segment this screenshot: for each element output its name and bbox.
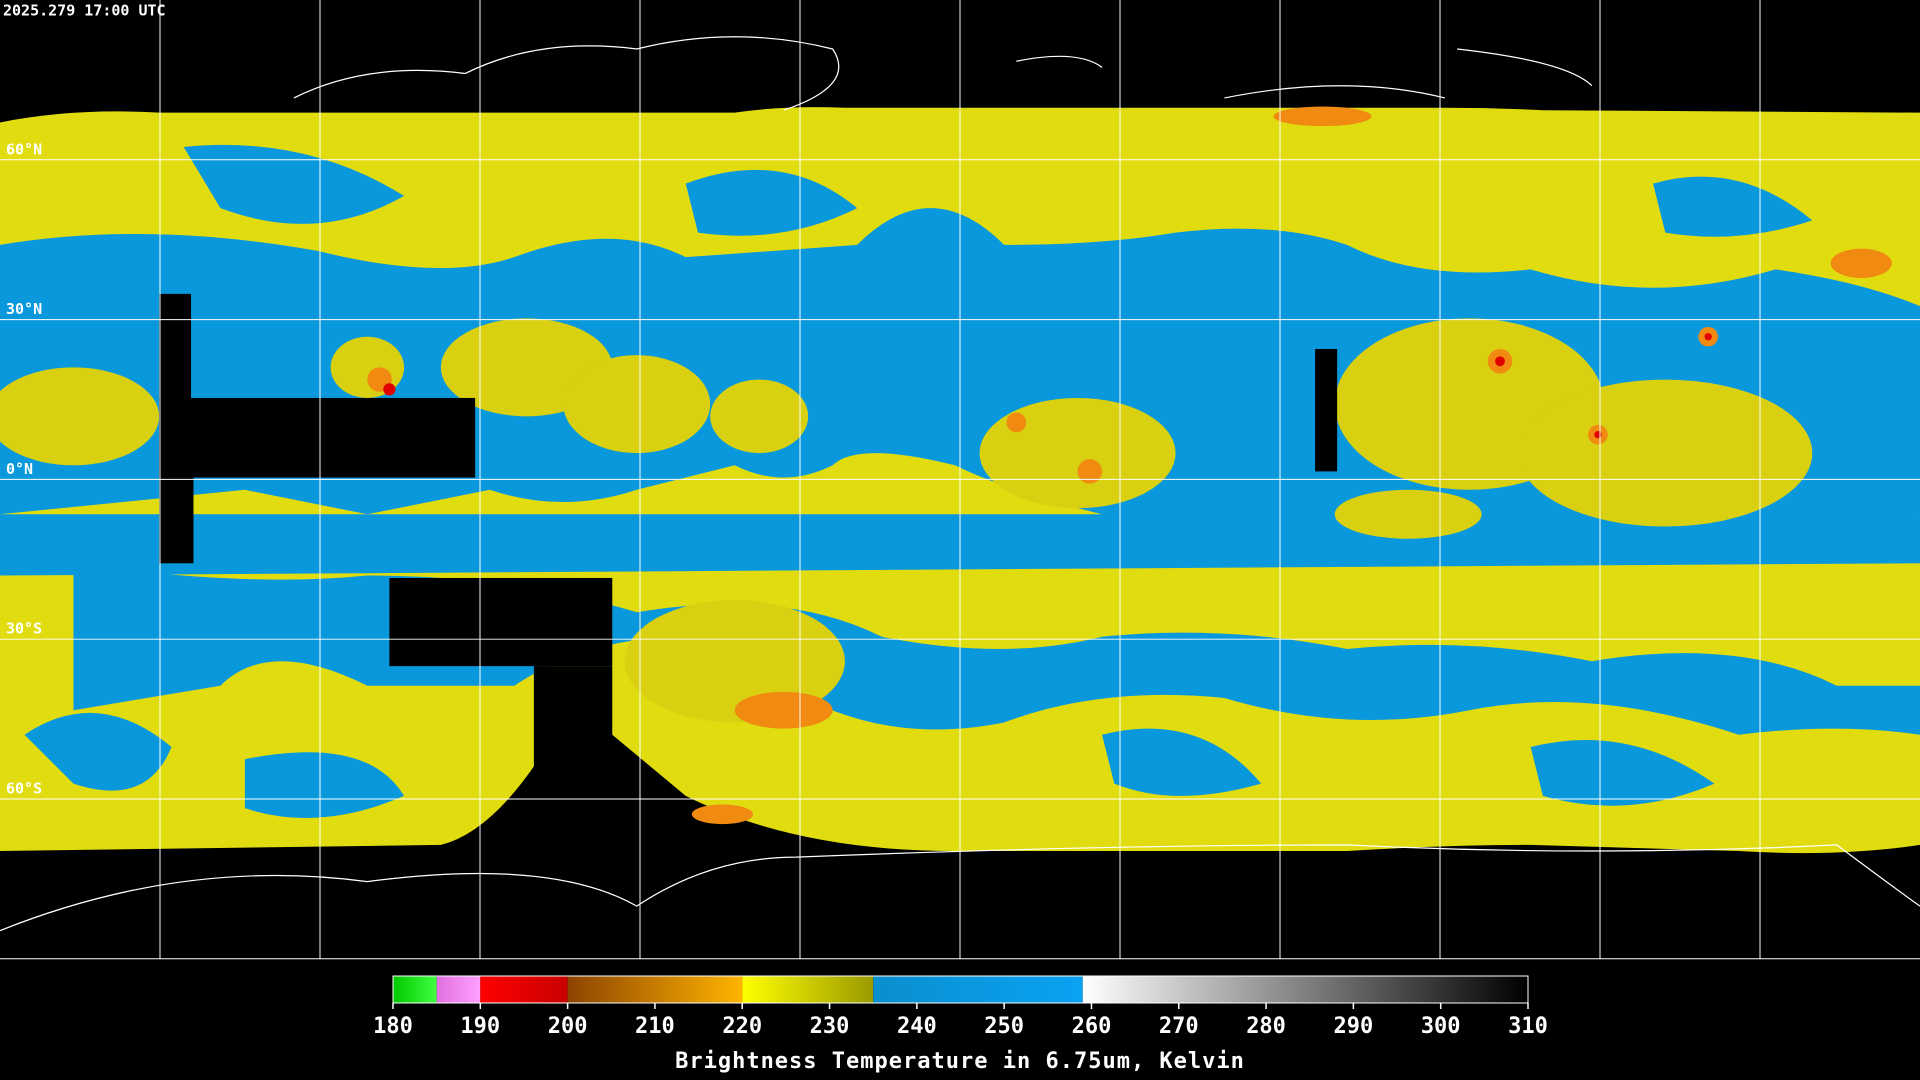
colorbar-tick-label: 300 xyxy=(1421,1014,1461,1039)
colorbar-tick-label: 250 xyxy=(984,1014,1024,1039)
colorbar-tick-label: 240 xyxy=(897,1014,937,1039)
no-data xyxy=(159,293,1338,777)
deep-convection xyxy=(383,333,1712,439)
colorbar-frame xyxy=(392,975,1529,1004)
colorbar: 180 190 200 210 220 230 240 250 260 270 280 290 300 3… xyxy=(373,975,1548,1039)
latitude-label: 60°N xyxy=(6,140,42,158)
colorbar-title: Brightness Temperature in 6.75um, Kelvin xyxy=(675,1049,1245,1074)
colorbar-segment xyxy=(393,976,437,1003)
convective-clusters xyxy=(0,318,1813,723)
colorbar-tick-label: 230 xyxy=(810,1014,850,1039)
latitude-label: 0°N xyxy=(6,460,33,478)
colorbar-tick-label: 290 xyxy=(1334,1014,1374,1039)
colorbar-segment xyxy=(567,976,743,1003)
coastline xyxy=(0,844,1920,932)
colorbar-tick-label: 200 xyxy=(548,1014,588,1039)
colorbar-tick-label: 190 xyxy=(460,1014,500,1039)
colorbar-tick-label: 270 xyxy=(1159,1014,1199,1039)
colorbar-segment xyxy=(1082,976,1528,1003)
latitude-label: 30°N xyxy=(6,300,42,318)
colorbar-tick-label: 220 xyxy=(722,1014,762,1039)
colorbar-segment xyxy=(436,976,481,1003)
satellite-imagery xyxy=(0,0,1920,960)
colorbar-tick-label: 180 xyxy=(373,1014,413,1039)
coastline-north xyxy=(293,36,1593,111)
colorbar-segment xyxy=(742,976,874,1003)
dry-patches xyxy=(24,712,1715,818)
latitude-labels: 60°N 30°N 0°N 30°S 60°S xyxy=(6,140,42,797)
timestamp: 2025.279 17:00 UTC xyxy=(3,2,166,20)
latitude-label: 30°S xyxy=(6,620,42,638)
colorbar-segment xyxy=(873,976,1083,1003)
colorbar-tick-label: 310 xyxy=(1508,1014,1548,1039)
colorbar-tick-label: 210 xyxy=(635,1014,675,1039)
graticule xyxy=(0,0,1920,960)
latitude-label: 60°S xyxy=(6,779,42,797)
cold-cloud-tops xyxy=(367,106,1892,825)
colorbar-segment xyxy=(480,976,568,1003)
colorbar-tick-label: 260 xyxy=(1072,1014,1112,1039)
colorbar-tick-label: 280 xyxy=(1246,1014,1286,1039)
